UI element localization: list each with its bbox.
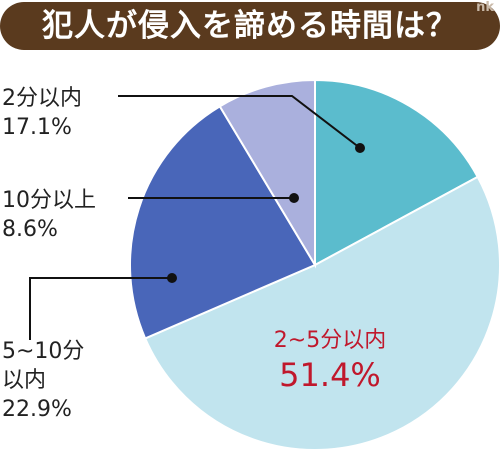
label-2min-value: 17.1% (2, 115, 72, 140)
label-2min-name: 2分以内 (2, 86, 82, 111)
pie-slice-3 (218, 78, 316, 269)
label-5to10min-name-line1: 5~10分 (2, 339, 85, 364)
leader-2min (118, 95, 361, 149)
leader-5to10min (29, 277, 172, 340)
label-5to10min-name-line2: 以内 (2, 368, 47, 393)
leader-dot-5to10min (167, 273, 177, 283)
pie-slice-0 (314, 78, 480, 267)
label-10min-over-value: 8.6% (2, 217, 58, 242)
label-2min: 2分以内 17.1% (2, 84, 82, 142)
chart-title: 犯人が侵入を諦める時間は？ (42, 8, 458, 44)
label-2to5min: 2~5分以内 51.4% (240, 326, 420, 395)
watermark: nk (476, 0, 494, 15)
title-bar: 犯人が侵入を諦める時間は？ (0, 2, 500, 50)
label-10min-over: 10分以上 8.6% (2, 186, 96, 244)
label-2to5min-name: 2~5分以内 (273, 328, 387, 353)
leader-dot-2min (355, 143, 365, 153)
leader-dot-10min-over (289, 193, 299, 203)
label-5to10min-value: 22.9% (2, 397, 72, 422)
label-10min-over-name: 10分以上 (2, 188, 96, 213)
label-2to5min-value: 51.4% (279, 356, 381, 394)
leader-lines (29, 95, 365, 340)
label-5to10min: 5~10分 以内 22.9% (2, 337, 84, 424)
